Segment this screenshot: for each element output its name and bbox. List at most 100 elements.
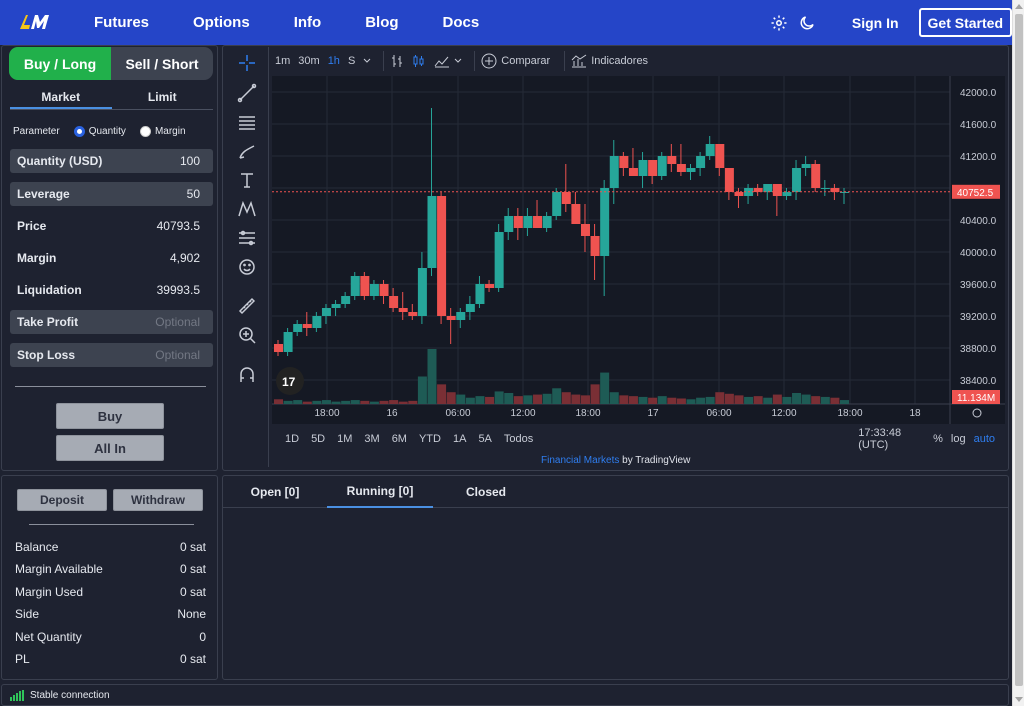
tab-limit[interactable]: Limit — [147, 90, 177, 104]
quantity-label: Quantity (USD) — [17, 154, 103, 168]
take-profit-label: Take Profit — [17, 315, 79, 329]
candle-body — [676, 164, 686, 172]
withdraw-button[interactable]: Withdraw — [113, 489, 203, 511]
volume-bar — [724, 393, 734, 404]
scroll-thumb[interactable] — [1015, 14, 1023, 686]
text-tool-icon[interactable] — [237, 170, 257, 190]
interval-1h[interactable]: 1h — [327, 54, 340, 67]
financial-markets-link[interactable]: Financial Markets — [541, 455, 620, 466]
y-tick-label: 40000.0 — [960, 248, 997, 259]
scroll-up-arrow-icon[interactable] — [1015, 4, 1023, 9]
price-value: 40793.5 — [156, 219, 200, 233]
volume-bar — [360, 400, 370, 404]
range-3m[interactable]: 3M — [364, 432, 380, 445]
volume-bar — [705, 396, 715, 404]
range-todos[interactable]: Todos — [503, 432, 534, 445]
sign-in-link[interactable]: Sign In — [851, 14, 899, 31]
gear-icon[interactable] — [770, 14, 788, 32]
candle-body — [293, 324, 303, 332]
trend-line-icon[interactable] — [237, 83, 257, 103]
buy-button[interactable]: Buy — [56, 403, 164, 429]
crosshair-icon[interactable] — [237, 53, 257, 73]
interval-30m[interactable]: 30m — [298, 54, 320, 67]
chevron-down-icon[interactable] — [363, 57, 371, 65]
candle-body — [379, 284, 389, 296]
quantity-value[interactable]: 100 — [179, 154, 200, 168]
price-chart[interactable]: 42000.041600.041200.040800.040400.040000… — [272, 76, 1005, 451]
candles-icon[interactable] — [412, 54, 426, 68]
nav-link-blog[interactable]: Blog — [365, 14, 399, 31]
add-circle-icon[interactable] — [481, 53, 497, 69]
tab-open[interactable]: Open [0] — [250, 485, 300, 499]
deposit-button[interactable]: Deposit — [17, 489, 107, 511]
tab-running[interactable]: Running [0] — [327, 476, 433, 508]
volume-bar — [475, 396, 485, 404]
quantity-option[interactable]: Quantity — [73, 126, 126, 137]
volume-bar — [427, 349, 437, 404]
ruler-icon[interactable] — [237, 296, 257, 316]
margin-option[interactable]: Margin — [139, 126, 186, 137]
candle-body — [667, 156, 677, 164]
percent-toggle[interactable]: % — [933, 432, 943, 445]
brush-icon[interactable] — [237, 141, 257, 161]
tab-market[interactable]: Market — [10, 86, 112, 109]
bar-style-icon[interactable] — [390, 54, 404, 68]
fib-lines-icon[interactable] — [237, 112, 257, 132]
buy-long-tab[interactable]: Buy / Long — [9, 47, 111, 80]
scroll-down-arrow-icon[interactable] — [1015, 697, 1023, 702]
take-profit-input[interactable]: Optional — [155, 315, 200, 329]
volume-bar — [734, 395, 744, 404]
zoom-in-icon[interactable] — [237, 325, 257, 345]
range-1a[interactable]: 1A — [452, 432, 467, 445]
chart-toolbar: 1m 30m 1h S Comparar Indicadores — [275, 47, 1024, 74]
get-started-button[interactable]: Get Started — [918, 8, 1012, 37]
tab-closed[interactable]: Closed — [465, 485, 506, 499]
price-label: Price — [17, 219, 47, 233]
take-profit-field[interactable]: Take Profit Optional — [10, 310, 213, 334]
leverage-field[interactable]: Leverage 50 — [10, 182, 213, 206]
tradingview-credit: Financial Markets by TradingView — [541, 455, 690, 466]
interval-s[interactable]: S — [347, 54, 356, 67]
candle-body — [734, 192, 744, 196]
indicators-icon[interactable] — [571, 54, 587, 68]
lnm-logo[interactable] — [18, 11, 56, 33]
stop-loss-field[interactable]: Stop Loss Optional — [10, 343, 213, 367]
quantity-radio[interactable] — [73, 126, 85, 137]
moon-icon[interactable] — [798, 14, 816, 32]
range-6m[interactable]: 6M — [391, 432, 407, 445]
chevron-down-icon[interactable] — [454, 57, 462, 65]
nav-link-docs[interactable]: Docs — [442, 14, 480, 31]
stop-loss-input[interactable]: Optional — [155, 348, 200, 362]
indicators-button[interactable]: Indicadores — [591, 54, 649, 67]
quantity-field[interactable]: Quantity (USD) 100 — [10, 149, 213, 173]
prediction-icon[interactable] — [237, 228, 257, 248]
log-toggle[interactable]: log — [950, 432, 966, 445]
range-ytd[interactable]: YTD — [418, 432, 441, 445]
leverage-value[interactable]: 50 — [186, 187, 200, 201]
compare-button[interactable]: Comparar — [501, 54, 551, 67]
auto-toggle[interactable]: auto — [973, 432, 995, 445]
pattern-icon[interactable] — [237, 199, 257, 219]
drawing-toolbar — [225, 47, 269, 467]
range-1d[interactable]: 1D — [285, 432, 300, 445]
candle-body — [446, 316, 456, 320]
margin-radio[interactable] — [139, 126, 151, 137]
candle-body — [753, 188, 763, 192]
page-scrollbar[interactable] — [1012, 0, 1024, 706]
range-1m[interactable]: 1M — [337, 432, 353, 445]
range-5a[interactable]: 5A — [478, 432, 492, 445]
magnet-icon[interactable] — [237, 365, 257, 385]
emoji-icon[interactable] — [237, 257, 257, 277]
candle-body — [475, 284, 485, 304]
all-in-button[interactable]: All In — [56, 435, 164, 461]
range-5d[interactable]: 5D — [311, 432, 326, 445]
clock-time[interactable]: 17:33:48 (UTC) — [858, 426, 902, 451]
candle-body — [494, 232, 504, 288]
area-chart-icon[interactable] — [434, 54, 450, 68]
sell-short-tab[interactable]: Sell / Short — [125, 55, 199, 72]
nav-link-options[interactable]: Options — [193, 14, 250, 31]
settings-gear-icon[interactable] — [972, 408, 982, 418]
nav-link-info[interactable]: Info — [293, 14, 322, 31]
interval-1m[interactable]: 1m — [275, 54, 291, 67]
nav-link-futures[interactable]: Futures — [94, 14, 150, 31]
